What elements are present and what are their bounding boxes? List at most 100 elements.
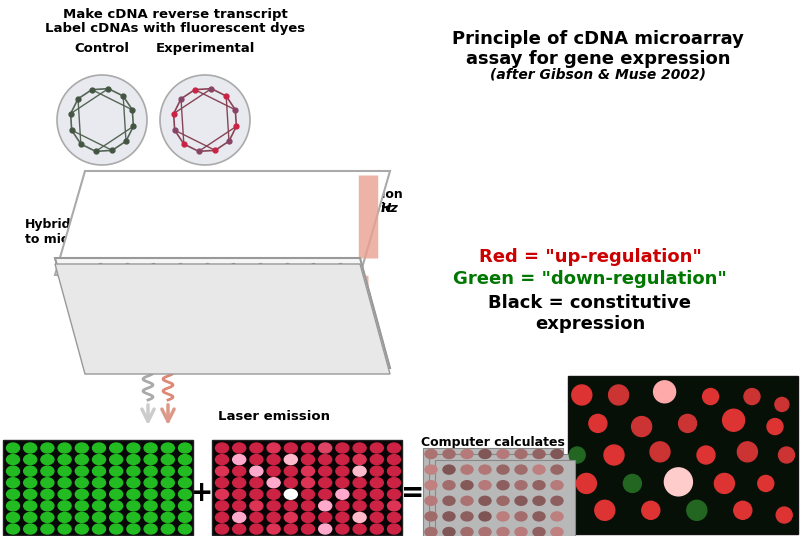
Polygon shape	[55, 171, 390, 275]
Bar	[212, 440, 402, 535]
Bar	[423, 448, 563, 536]
Ellipse shape	[533, 450, 545, 458]
Ellipse shape	[93, 512, 106, 523]
Ellipse shape	[127, 466, 140, 476]
Ellipse shape	[144, 512, 157, 523]
Ellipse shape	[162, 466, 174, 476]
Ellipse shape	[233, 466, 246, 476]
Ellipse shape	[336, 478, 349, 488]
Ellipse shape	[250, 524, 263, 534]
Circle shape	[697, 446, 715, 464]
Text: Black = constitutive: Black = constitutive	[489, 294, 691, 312]
Polygon shape	[115, 282, 340, 318]
Ellipse shape	[58, 512, 71, 523]
Text: Hz: Hz	[381, 202, 398, 215]
Ellipse shape	[318, 478, 332, 488]
Ellipse shape	[479, 512, 491, 521]
Ellipse shape	[267, 524, 280, 534]
Ellipse shape	[387, 466, 401, 476]
Ellipse shape	[41, 443, 54, 453]
Ellipse shape	[267, 466, 280, 476]
Ellipse shape	[178, 443, 191, 453]
Ellipse shape	[233, 512, 246, 523]
Circle shape	[734, 501, 752, 519]
Ellipse shape	[284, 478, 298, 488]
Text: Principle of cDNA microarray: Principle of cDNA microarray	[452, 30, 744, 48]
Ellipse shape	[160, 75, 250, 165]
Ellipse shape	[267, 443, 280, 453]
Ellipse shape	[110, 489, 122, 500]
Circle shape	[609, 385, 629, 405]
Ellipse shape	[215, 501, 229, 511]
Circle shape	[758, 475, 774, 492]
Ellipse shape	[250, 466, 263, 476]
Ellipse shape	[479, 465, 491, 474]
Ellipse shape	[284, 466, 298, 476]
Ellipse shape	[387, 524, 401, 534]
Ellipse shape	[302, 455, 314, 465]
Ellipse shape	[110, 455, 122, 465]
Ellipse shape	[215, 478, 229, 488]
Ellipse shape	[425, 450, 437, 458]
Ellipse shape	[479, 496, 491, 505]
Ellipse shape	[178, 524, 191, 534]
Ellipse shape	[425, 496, 437, 505]
Ellipse shape	[162, 512, 174, 523]
Ellipse shape	[353, 466, 366, 476]
Ellipse shape	[24, 489, 37, 500]
Ellipse shape	[58, 455, 71, 465]
Text: Green = "down-regulation": Green = "down-regulation"	[453, 270, 727, 288]
Text: expression: expression	[535, 315, 645, 333]
Circle shape	[642, 501, 660, 519]
Ellipse shape	[336, 466, 349, 476]
Ellipse shape	[215, 466, 229, 476]
Ellipse shape	[353, 455, 366, 465]
Circle shape	[678, 414, 697, 433]
Ellipse shape	[479, 481, 491, 490]
Ellipse shape	[162, 443, 174, 453]
Circle shape	[650, 442, 670, 462]
Ellipse shape	[336, 489, 349, 500]
Ellipse shape	[41, 455, 54, 465]
Circle shape	[623, 474, 642, 493]
Text: Control: Control	[74, 42, 130, 55]
Bar	[568, 376, 798, 534]
Circle shape	[572, 385, 592, 405]
Ellipse shape	[215, 524, 229, 534]
Ellipse shape	[284, 455, 298, 465]
Text: Make cDNA reverse transcript: Make cDNA reverse transcript	[62, 8, 287, 21]
Ellipse shape	[6, 524, 19, 534]
Ellipse shape	[515, 512, 527, 521]
Ellipse shape	[41, 489, 54, 500]
Ellipse shape	[461, 450, 473, 458]
Ellipse shape	[443, 450, 455, 458]
Ellipse shape	[6, 512, 19, 523]
Ellipse shape	[336, 512, 349, 523]
Circle shape	[654, 381, 675, 403]
Ellipse shape	[178, 478, 191, 488]
Ellipse shape	[353, 443, 366, 453]
Ellipse shape	[6, 478, 19, 488]
Ellipse shape	[443, 527, 455, 536]
Ellipse shape	[551, 496, 563, 505]
Ellipse shape	[336, 524, 349, 534]
Ellipse shape	[127, 478, 140, 488]
Ellipse shape	[233, 501, 246, 511]
Text: Experimental: Experimental	[155, 42, 254, 55]
Ellipse shape	[302, 501, 314, 511]
Text: Laser emission: Laser emission	[218, 410, 330, 423]
Ellipse shape	[318, 524, 332, 534]
Ellipse shape	[233, 455, 246, 465]
Ellipse shape	[353, 512, 366, 523]
Ellipse shape	[93, 466, 106, 476]
Circle shape	[722, 410, 745, 431]
Ellipse shape	[144, 478, 157, 488]
Circle shape	[576, 473, 596, 494]
Ellipse shape	[75, 512, 88, 523]
Ellipse shape	[58, 443, 71, 453]
Ellipse shape	[162, 524, 174, 534]
Circle shape	[714, 473, 734, 494]
Ellipse shape	[284, 524, 298, 534]
Ellipse shape	[250, 455, 263, 465]
Ellipse shape	[58, 478, 71, 488]
